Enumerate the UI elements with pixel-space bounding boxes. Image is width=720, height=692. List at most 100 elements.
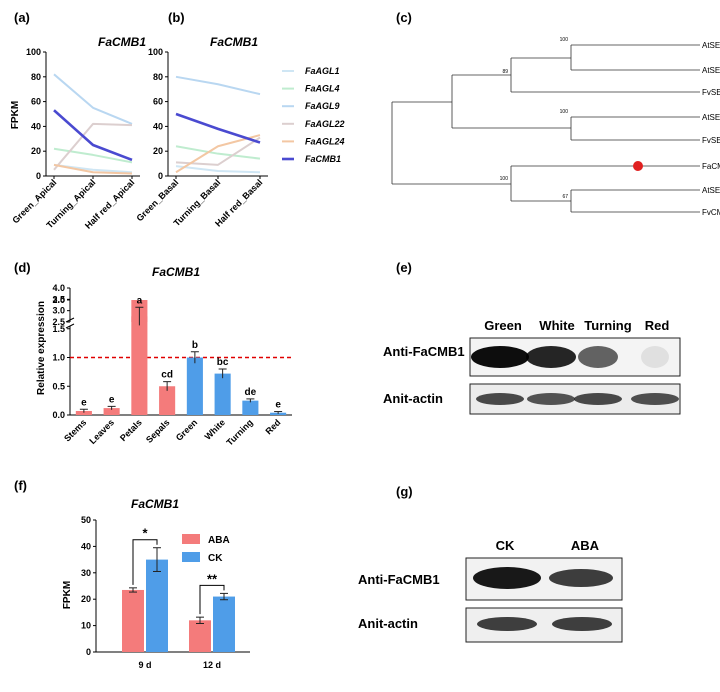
panel-f-ytick-label: 0 — [86, 647, 91, 657]
panel-a-line-chart: (a) FaCMB1 FPKM 020406080100Green_Apical… — [10, 10, 146, 231]
panel-d-xtick-label: Green — [174, 417, 199, 442]
panel-f-ytick-label: 30 — [81, 568, 91, 578]
bar-turning — [242, 400, 259, 415]
panel-d-ytick-label: 4.0 — [52, 283, 65, 293]
bar-white — [214, 373, 231, 415]
bar-aba — [122, 589, 144, 652]
significance-letter: b — [192, 340, 198, 351]
bootstrap-value: 100 — [560, 109, 569, 115]
panel-d-xtick-label: Stems — [62, 417, 88, 443]
significance-letter: e — [275, 400, 281, 411]
panel-f-xtick-label: 12 d — [203, 660, 221, 670]
panel-a-ytick-label: 80 — [31, 72, 41, 82]
significance-mark: * — [142, 526, 148, 541]
panel-b-ytick-label: 60 — [153, 97, 163, 107]
panel-a-ytick-label: 60 — [31, 97, 41, 107]
significance-letter: cd — [161, 370, 173, 381]
blot-band — [526, 346, 576, 368]
panel-a-series-faagl24 — [53, 163, 133, 175]
legend-entry: CK — [208, 553, 223, 564]
panel-d-xtick-label: Leaves — [87, 417, 116, 446]
tree-leaf-label: FaCMB1 — [702, 162, 720, 171]
blot-lane-label: CK — [496, 538, 515, 553]
blot-band — [473, 567, 541, 589]
panel-b-ytick-label: 20 — [153, 146, 163, 156]
bar-ck — [213, 596, 235, 652]
blot-band — [552, 617, 612, 631]
bar-stems — [75, 410, 92, 415]
panel-d-bar-chart: (d) FaCMB1 Relative expression 0.0 0.5 1.0… — [14, 260, 292, 448]
legend-entry: FaAGL24 — [305, 136, 345, 146]
panel-d-xtick-label: Petals — [118, 417, 144, 443]
panel-f-ylabel: FPKM — [62, 581, 73, 609]
legend-entry: FaAGL22 — [305, 119, 345, 129]
bar-ck — [146, 559, 168, 652]
panel-e-western-blot: (e) Green White Turning Red Anti-FaCMB1 Ani… — [383, 260, 681, 415]
blot-lane-label: White — [539, 318, 574, 333]
panel-b-series-facmb1 — [175, 112, 261, 144]
panel-b-series-faagl22 — [175, 136, 261, 166]
bootstrap-value: 100 — [560, 37, 569, 43]
blot-lane-label: Green — [484, 318, 522, 333]
blot-band — [578, 346, 618, 368]
blot-band — [527, 393, 575, 405]
panel-a-title: FaCMB1 — [98, 35, 146, 49]
blot-band — [471, 346, 529, 368]
panel-b-title: FaCMB1 — [210, 35, 258, 49]
panel-d-xtick-label: Sepals — [144, 417, 172, 445]
blot-row-label: Anit-actin — [383, 391, 443, 406]
bar-sepals — [159, 386, 176, 415]
panel-f-title: FaCMB1 — [131, 497, 179, 511]
panel-d-ytick-label: 0.0 — [52, 410, 65, 420]
panel-b-label: (b) — [168, 10, 185, 25]
panel-d-ytick-label: 0.5 — [52, 381, 65, 391]
bootstrap-value: 100 — [500, 176, 509, 182]
significance-letter: a — [137, 295, 143, 306]
panel-f-ytick-label: 10 — [81, 621, 91, 631]
panel-a-ytick-label: 40 — [31, 121, 41, 131]
blot-band — [641, 346, 669, 368]
panel-b-series-faagl1 — [175, 165, 261, 174]
significance-mark: ** — [207, 571, 218, 586]
blot-lane-label: Turning — [584, 318, 631, 333]
blot-band — [476, 393, 524, 405]
legend: FaAGL1 FaAGL4 FaAGL9 FaAGL22 FaAGL24 FaCMB1 — [282, 66, 345, 164]
panel-f-bar-chart: (f) FaCMB1 FPKM 0 10 20 30 40 50 * 9 d ** 12 d ABA… — [14, 478, 250, 670]
panel-f-ytick-label: 50 — [81, 515, 91, 525]
significance-letter: de — [245, 387, 257, 398]
panel-c-label: (c) — [396, 10, 412, 25]
panel-d-ytick-label: 1.0 — [52, 353, 65, 363]
tree-leaf-label: FvSEP1 — [702, 88, 720, 97]
panel-a-ytick-label: 20 — [31, 146, 41, 156]
panel-d-label: (d) — [14, 260, 31, 275]
panel-g-western-blot: (g) CK ABA Anti-FaCMB1 Anit-actin — [358, 484, 623, 643]
panel-d-xtick-label: White — [203, 417, 227, 441]
panel-b-ytick-label: 80 — [153, 72, 163, 82]
panel-d-ytick-label: 3.5 — [52, 294, 65, 304]
panel-d-ytick-label: 1.5 — [52, 324, 65, 334]
panel-d-xtick-label: Red — [263, 417, 282, 436]
legend-entry: FaCMB1 — [305, 154, 341, 164]
panel-d-ylabel: Relative expression — [36, 301, 47, 395]
tree-leaf-label: AtSEP4 — [702, 186, 720, 195]
panel-a-ytick-label: 100 — [26, 47, 41, 57]
panel-a-series-faagl4 — [53, 147, 133, 164]
panel-a-ylabel: FPKM — [10, 101, 21, 129]
panel-d-ytick-label: 2.0 — [52, 295, 65, 305]
blot-row-label: Anti-FaCMB1 — [358, 572, 440, 587]
panel-b-ytick-label: 40 — [153, 121, 163, 131]
significance-bracket — [199, 584, 225, 615]
tree-leaf-label: FvCMB1 — [702, 208, 720, 217]
legend-swatch — [182, 552, 200, 562]
panel-a-series-facmb1 — [53, 109, 133, 162]
panel-g-label: (g) — [396, 484, 413, 499]
blot-band — [631, 393, 679, 405]
legend-entry: FaAGL4 — [305, 84, 340, 94]
panel-f-ytick-label: 40 — [81, 541, 91, 551]
blot-lane-label: Red — [645, 318, 670, 333]
blot-band — [477, 617, 537, 631]
panel-b-xtick-label: Green_Basal — [134, 177, 180, 223]
panel-b-line-chart: (b) FaCMB1 020406080100Green_BasalTurnin… — [134, 10, 344, 229]
bar-aba — [189, 620, 211, 652]
